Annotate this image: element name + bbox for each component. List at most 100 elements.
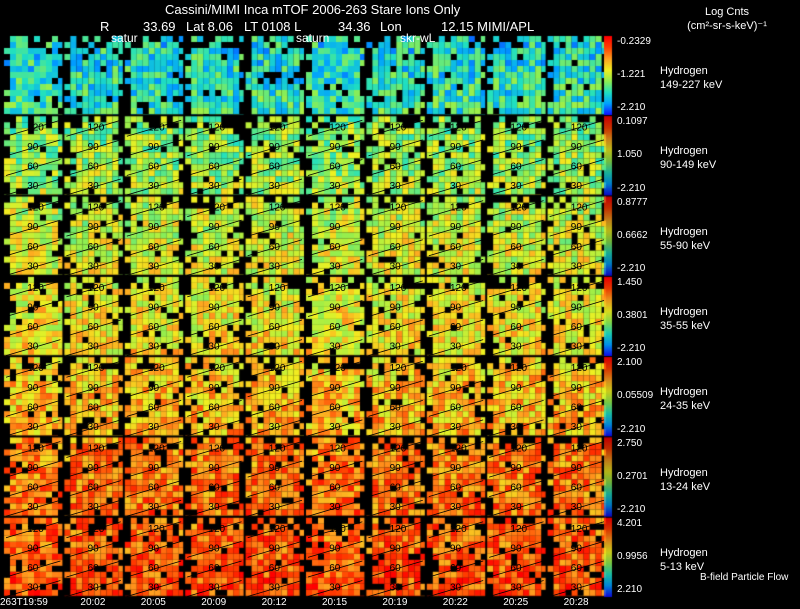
contour-label: 120 <box>269 363 286 374</box>
contour-line <box>5 419 61 437</box>
contour-line <box>549 239 605 257</box>
contour-line <box>549 499 605 517</box>
contour-label: 30 <box>27 422 39 433</box>
contour-line <box>549 300 605 317</box>
contour-line <box>126 540 182 558</box>
contour-label: 90 <box>269 142 281 153</box>
contour-label: 30 <box>450 583 462 594</box>
contour-line <box>549 460 605 478</box>
colorbar-tick-max: 0.8777 <box>617 196 648 208</box>
contour-label: 90 <box>208 222 220 233</box>
colorbar-tick-min: -2.210 <box>617 262 646 274</box>
contour-label: 120 <box>269 444 286 455</box>
contour-label: 30 <box>269 502 281 513</box>
time-tick: 263T19:59 <box>0 597 48 608</box>
contour-label: 120 <box>329 524 346 535</box>
contour-label: 120 <box>208 363 225 374</box>
contour-label: 90 <box>510 383 522 394</box>
colorbar-tick-max: -0.2329 <box>617 36 651 47</box>
contour-line <box>247 280 303 298</box>
contour-line <box>126 200 182 217</box>
contour-label: 120 <box>88 444 105 455</box>
contour-line <box>126 319 182 337</box>
row-label: Hydrogen 55-90 keV <box>660 225 710 253</box>
contour-line <box>428 399 484 417</box>
contour-line <box>489 159 544 176</box>
contour-line <box>247 239 303 257</box>
contour-line <box>428 219 484 237</box>
contour-label: 60 <box>27 563 39 574</box>
contour-label: 60 <box>510 483 522 494</box>
contour-label: 60 <box>148 402 160 413</box>
contour-label: 120 <box>329 283 346 294</box>
contour-label: 60 <box>390 483 402 494</box>
contour-label: 90 <box>510 543 522 554</box>
contour-label: 60 <box>571 242 583 253</box>
contour-line <box>5 540 61 558</box>
contour-label: 60 <box>329 322 341 333</box>
contour-line <box>489 480 544 498</box>
contour-line <box>368 441 423 458</box>
contour-line <box>307 360 363 378</box>
contour-line <box>247 380 303 398</box>
contour-line <box>428 159 484 176</box>
contour-line <box>5 280 61 298</box>
contour-label: 30 <box>571 181 583 192</box>
species-label: Hydrogen <box>660 466 708 479</box>
contour-label: 60 <box>450 483 462 494</box>
contour-label: 60 <box>27 322 39 333</box>
contour-label: 120 <box>27 283 44 294</box>
contour-line <box>428 319 484 337</box>
lon-label: Lon <box>380 19 402 34</box>
contour-line <box>307 419 363 437</box>
contour-label: 90 <box>148 463 160 474</box>
contour-line <box>489 580 544 597</box>
contour-label: 90 <box>208 463 220 474</box>
contour-label: 120 <box>510 363 527 374</box>
contour-line <box>368 178 423 196</box>
contour-line <box>428 521 484 539</box>
contour-line <box>247 258 303 276</box>
contour-line <box>247 360 303 378</box>
contour-line <box>5 580 61 597</box>
contour-line <box>126 339 182 357</box>
contour-label: 60 <box>571 161 583 172</box>
contour-label: 120 <box>571 363 588 374</box>
contour-line <box>247 200 303 217</box>
contour-line <box>549 441 605 458</box>
contour-label: 60 <box>329 161 341 172</box>
contour-label: 90 <box>27 463 39 474</box>
contour-label: 30 <box>450 261 462 272</box>
colorbar-tick-min: -2.210 <box>617 102 646 114</box>
contour-label: 30 <box>88 342 100 353</box>
contour-label: 60 <box>208 322 220 333</box>
contour-line <box>66 200 121 217</box>
contour-line <box>66 300 121 317</box>
sub-label-saturn: saturn <box>296 31 330 45</box>
contour-line <box>66 119 121 137</box>
contour-label: 60 <box>269 483 281 494</box>
colorbar-tick-max: 0.1097 <box>617 116 648 128</box>
contour-line <box>489 339 544 357</box>
contour-line <box>66 139 121 157</box>
contour-line <box>66 178 121 196</box>
contour-label: 90 <box>148 222 160 233</box>
chart-title: Cassini/MIMI Inca mTOF 2006-263 Stare Io… <box>165 2 461 17</box>
contour-line <box>247 178 303 196</box>
contour-label: 60 <box>269 402 281 413</box>
species-label: Hydrogen <box>660 145 708 158</box>
contour-line <box>5 441 61 458</box>
contour-line <box>428 360 484 378</box>
contour-line <box>126 499 182 517</box>
colorbar-tick-min: 2.210 <box>617 584 643 596</box>
contour-label: 60 <box>269 242 281 253</box>
contour-line <box>549 580 605 597</box>
contour-label: 30 <box>390 181 402 192</box>
contour-line <box>126 480 182 498</box>
contour-line <box>489 380 544 398</box>
contour-label: 120 <box>571 283 588 294</box>
contour-label: 120 <box>329 363 346 374</box>
contour-line <box>187 580 242 597</box>
contour-line <box>247 119 303 137</box>
contour-line <box>66 319 121 337</box>
